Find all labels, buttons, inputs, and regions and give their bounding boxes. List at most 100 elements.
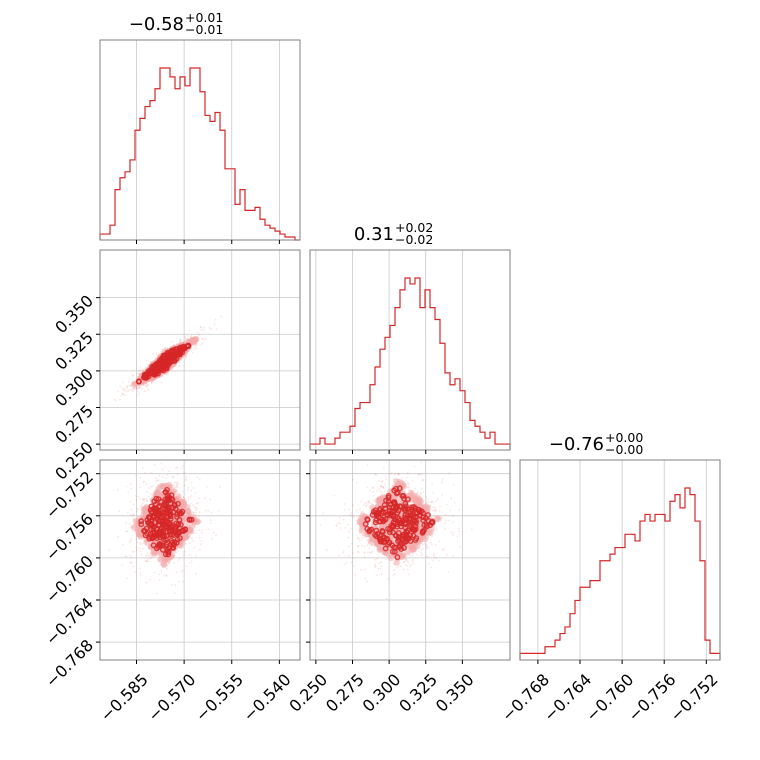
sample-point: [119, 385, 122, 388]
sample-point: [185, 356, 187, 359]
sample-point: [166, 474, 169, 477]
contour-mark: [138, 521, 145, 528]
sample-point: [342, 551, 344, 554]
sample-point: [175, 485, 178, 487]
sample-point: [194, 511, 197, 514]
sample-point: [130, 557, 133, 559]
sample-point: [435, 529, 438, 532]
sample-point: [174, 486, 177, 489]
sample-point: [184, 355, 187, 358]
sample-point: [147, 388, 150, 391]
sample-point: [139, 476, 142, 479]
sample-point: [431, 535, 433, 538]
sample-point: [436, 527, 438, 529]
sample-point: [176, 483, 179, 486]
sample-point: [96, 592, 98, 594]
sample-point: [135, 498, 138, 501]
sample-point: [135, 538, 138, 541]
sample-point: [130, 508, 133, 511]
sample-point: [355, 519, 358, 522]
sample-point: [438, 509, 441, 512]
sample-point: [182, 490, 185, 493]
sample-point: [452, 534, 454, 536]
sample-point: [357, 537, 360, 540]
sample-point: [172, 483, 175, 486]
sample-point: [140, 503, 143, 506]
sample-point: [192, 504, 195, 506]
contour-mark: [175, 530, 182, 537]
sample-point: [211, 537, 214, 540]
sample-point: [187, 498, 190, 501]
sample-point: [435, 500, 438, 502]
sample-point: [179, 338, 182, 341]
sample-point: [420, 549, 423, 552]
sample-point: [452, 483, 455, 486]
contour-mark: [153, 495, 160, 502]
sample-point: [158, 474, 161, 477]
sample-point: [319, 523, 322, 526]
sample-point: [192, 540, 195, 542]
sample-point: [363, 556, 366, 559]
sample-point: [417, 473, 420, 476]
contour-mark: [152, 361, 159, 368]
sample-point: [432, 554, 435, 557]
contour-mark: [156, 361, 163, 368]
sample-point: [160, 570, 163, 572]
sample-point: [176, 445, 178, 447]
sample-point: [139, 543, 142, 546]
sample-point: [441, 456, 443, 458]
sample-point: [192, 512, 195, 514]
contour-mark: [138, 518, 145, 525]
sample-point: [458, 508, 461, 511]
sample-point: [129, 554, 132, 557]
sample-point: [394, 458, 396, 460]
sample-point: [144, 471, 147, 474]
sample-point: [441, 493, 443, 496]
sample-point: [433, 509, 435, 512]
sample-point: [144, 384, 147, 387]
sample-point: [435, 544, 437, 546]
sample-point: [207, 528, 210, 531]
sample-point: [147, 495, 150, 498]
sample-point: [147, 555, 150, 557]
contour-mark: [156, 510, 163, 517]
sample-point: [141, 388, 144, 390]
sample-point: [146, 560, 149, 563]
sample-point: [413, 465, 416, 468]
sample-point: [122, 393, 125, 396]
sample-point: [357, 551, 360, 553]
sample-point: [433, 556, 436, 559]
sample-point: [387, 578, 390, 581]
sample-point: [179, 340, 182, 343]
sample-point: [145, 497, 148, 500]
sample-point: [441, 478, 444, 481]
sample-point: [139, 497, 142, 500]
sample-point: [180, 467, 183, 470]
sample-point: [108, 549, 110, 551]
sample-point: [139, 386, 142, 388]
sample-point: [126, 530, 129, 532]
contour-mark: [135, 378, 142, 385]
sample-point: [450, 531, 453, 534]
sample-point: [147, 383, 150, 386]
sample-point: [134, 474, 137, 477]
sample-point: [194, 532, 197, 534]
sample-point: [421, 487, 423, 490]
sample-point: [394, 473, 396, 476]
sample-point: [146, 499, 149, 502]
sample-point: [365, 504, 368, 506]
sample-point: [446, 554, 448, 556]
sample-point: [397, 565, 400, 568]
sample-point: [213, 323, 216, 326]
sample-point: [412, 563, 415, 566]
sample-point: [363, 504, 365, 506]
sample-point: [422, 479, 424, 481]
sample-point: [215, 328, 218, 331]
sample-point: [128, 389, 131, 392]
density-contours: [356, 478, 442, 566]
sample-point: [364, 502, 366, 504]
sample-point: [354, 574, 357, 576]
sample-point: [133, 387, 136, 390]
density-fill: [404, 549, 411, 556]
sample-point: [135, 510, 138, 513]
